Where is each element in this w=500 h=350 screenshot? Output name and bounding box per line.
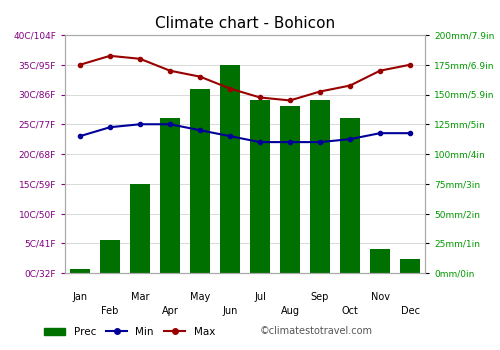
Bar — [70, 270, 90, 273]
Bar — [310, 100, 330, 273]
Bar — [190, 89, 210, 273]
Bar — [370, 249, 390, 273]
Text: Apr: Apr — [162, 306, 178, 316]
Text: Oct: Oct — [342, 306, 358, 316]
Text: Jun: Jun — [222, 306, 238, 316]
Legend: Prec, Min, Max: Prec, Min, Max — [40, 323, 219, 341]
Bar — [280, 106, 300, 273]
Text: Feb: Feb — [102, 306, 118, 316]
Text: Jul: Jul — [254, 293, 266, 302]
Bar — [400, 259, 420, 273]
Bar — [160, 118, 180, 273]
Bar — [100, 240, 120, 273]
Text: Aug: Aug — [280, 306, 299, 316]
Text: Mar: Mar — [131, 293, 149, 302]
Text: Dec: Dec — [400, 306, 419, 316]
Bar — [250, 100, 270, 273]
Text: Sep: Sep — [311, 293, 329, 302]
Title: Climate chart - Bohicon: Climate chart - Bohicon — [155, 16, 335, 31]
Text: Nov: Nov — [370, 293, 390, 302]
Bar — [130, 184, 150, 273]
Bar — [220, 65, 240, 273]
Text: May: May — [190, 293, 210, 302]
Bar — [340, 118, 360, 273]
Text: Jan: Jan — [72, 293, 88, 302]
Text: ©climatestotravel.com: ©climatestotravel.com — [260, 326, 373, 336]
